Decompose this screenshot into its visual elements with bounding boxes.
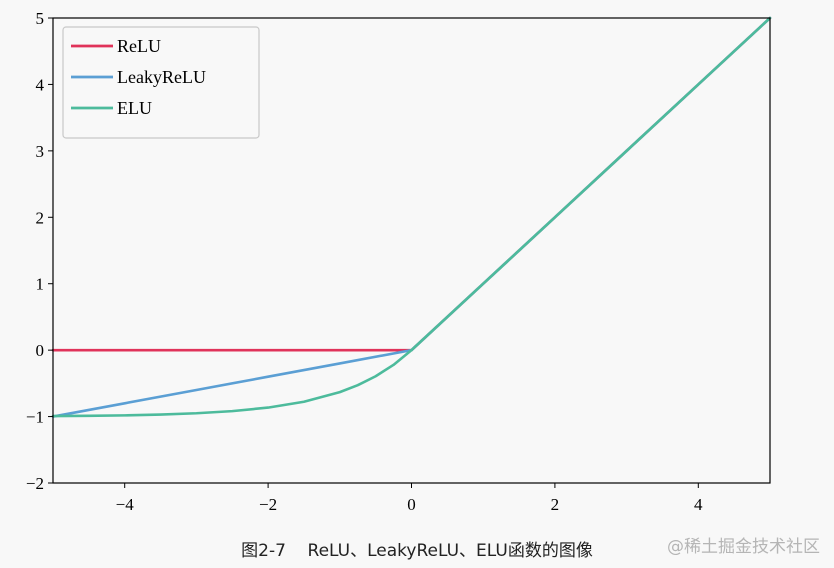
x-tick-label: −2	[259, 495, 277, 514]
legend-box	[62, 26, 260, 139]
x-tick-label: −4	[116, 495, 135, 514]
chart: −4 −2 0 2 4 −2 −1 0 1 2 3 4 5 ReLU LeakyReLU ELU	[26, 9, 772, 514]
figure-caption: 图2-7 ReLU、LeakyReLU、ELU函数的图像	[241, 541, 593, 561]
plot-lines	[51, 16, 772, 418]
y-tick-label: 4	[36, 75, 45, 94]
legend: ReLU LeakyReLU ELU	[62, 26, 260, 139]
y-tick-label: 2	[36, 208, 45, 227]
watermark: @稀土掘金技术社区	[667, 537, 820, 557]
y-axis: −2 −1 0 1 2 3 4 5	[26, 9, 53, 493]
x-tick-label: 0	[407, 495, 416, 514]
y-tick-label: 5	[36, 9, 45, 28]
y-tick-label: 1	[36, 275, 45, 294]
x-tick-label: 4	[694, 495, 703, 514]
x-axis: −4 −2 0 2 4	[116, 483, 703, 514]
y-tick-label: 3	[36, 142, 45, 161]
y-tick-label: −2	[26, 474, 44, 493]
series-line-elu	[51, 16, 772, 418]
y-tick-label: 0	[36, 341, 45, 360]
legend-label-elu: ELU	[117, 98, 152, 118]
legend-label-leakyrelu: LeakyReLU	[117, 67, 206, 87]
x-tick-label: 2	[551, 495, 560, 514]
legend-label-relu: ReLU	[117, 36, 161, 56]
y-tick-label: −1	[26, 408, 44, 427]
